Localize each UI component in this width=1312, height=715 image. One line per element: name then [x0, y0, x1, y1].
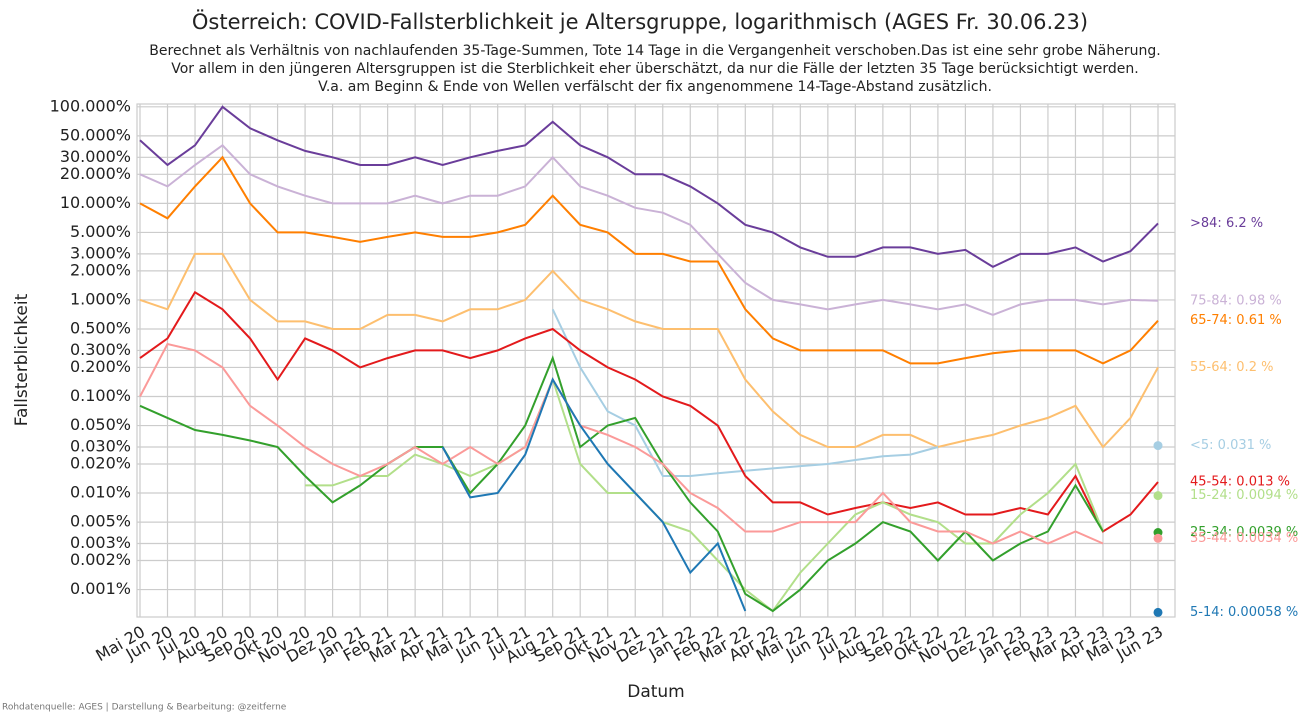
series-line	[139, 290, 1159, 533]
y-tick-label: 0.005%	[70, 512, 131, 531]
y-tick-label: 10.000%	[60, 193, 131, 212]
y-tick-label: 2.000%	[70, 260, 131, 279]
series-end-label: 35-44: 0.0034 %	[1190, 531, 1298, 546]
y-tick-label: 1.000%	[70, 289, 131, 308]
point-marker	[1153, 491, 1163, 501]
y-tick-label: 0.010%	[70, 483, 131, 502]
x-axis-label: Datum	[627, 682, 685, 702]
series-line	[139, 252, 1159, 449]
y-tick-label: 0.020%	[70, 453, 131, 472]
point-marker	[1153, 607, 1163, 617]
chart-title: Österreich: COVID-Fallsterblichkeit je A…	[192, 9, 1088, 34]
subtitle: V.a. am Beginn & Ende von Wellen verfäls…	[318, 79, 992, 95]
y-tick-label: 0.002%	[70, 550, 131, 569]
series-line	[140, 344, 1158, 544]
y-tick-label: 0.001%	[70, 579, 131, 598]
series-line	[139, 105, 1159, 269]
y-tick-label: 5.000%	[70, 222, 131, 241]
y-tick-label: 0.030%	[70, 436, 131, 455]
series-end-label: 75-84: 0.98 %	[1190, 293, 1282, 308]
y-tick-label: 0.100%	[70, 386, 131, 405]
y-axis-label: Fallsterblichkeit	[12, 293, 32, 426]
series-end-label: 45-54: 0.013 %	[1190, 475, 1290, 490]
series-line	[139, 155, 1159, 365]
y-tick-label: 30.000%	[60, 147, 131, 166]
subtitle: Vor allem in den jüngeren Altersgruppen …	[171, 61, 1139, 77]
series-end-label: >84: 6.2 %	[1190, 216, 1263, 231]
y-tick-label: 0.300%	[70, 340, 131, 359]
series-line	[139, 143, 1159, 316]
y-tick-label: 100.000%	[50, 96, 131, 115]
y-tick-label: 20.000%	[60, 164, 131, 183]
source-note: Rohdatenquelle: AGES | Darstellung & Bea…	[2, 703, 287, 713]
plot	[139, 105, 1163, 617]
y-tick-label: 3.000%	[70, 243, 131, 262]
series-end-label: 65-74: 0.61 %	[1190, 313, 1282, 328]
series-end-label: 25-34: 0.0039 %	[1190, 525, 1298, 540]
series-end-label: 5-14: 0.00058 %	[1190, 605, 1298, 620]
series-end-label: 15-24: 0.0094 %	[1190, 488, 1298, 503]
series-end-label: 55-64: 0.2 %	[1190, 360, 1273, 375]
y-tick-label: 0.050%	[70, 415, 131, 434]
y-tick-label: 0.200%	[70, 357, 131, 376]
subtitle: Berechnet als Verhältnis von nachlaufend…	[149, 43, 1160, 59]
y-tick-label: 0.500%	[70, 318, 131, 337]
point-marker	[1153, 533, 1163, 543]
y-tick-label: 50.000%	[60, 125, 131, 144]
point-marker	[1153, 441, 1163, 451]
y-tick-label: 0.003%	[70, 533, 131, 552]
plot-frame	[136, 103, 1176, 618]
series-end-label: <5: 0.031 %	[1190, 438, 1271, 453]
